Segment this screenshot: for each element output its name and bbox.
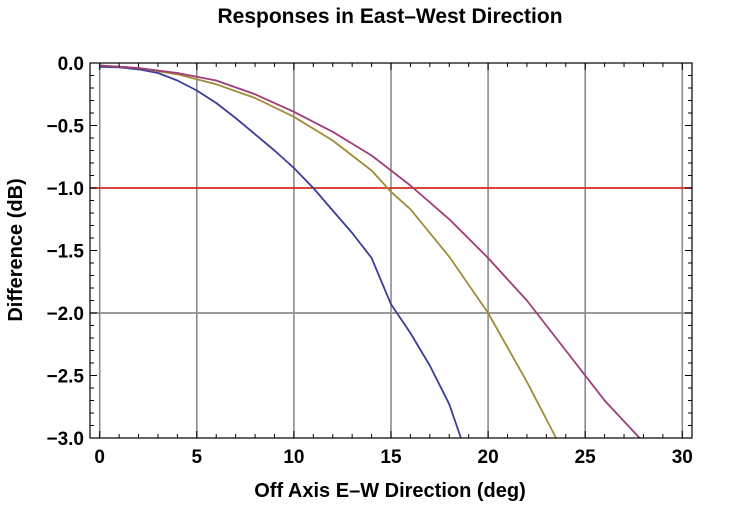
x-tick-label: 20 — [478, 447, 499, 468]
y-tick-label: −0.5 — [46, 117, 84, 138]
y-tick-label: −2.0 — [46, 304, 84, 325]
series-line — [99, 64, 557, 439]
y-tick-label: −2.5 — [46, 367, 84, 388]
x-tick-label: 0 — [94, 447, 105, 468]
axis-ticks — [90, 62, 692, 439]
x-tick-labels: 0 5 10 15 20 25 30 — [94, 447, 692, 468]
y-tick-label: −1.5 — [46, 242, 84, 263]
x-axis-label: Off Axis E–W Direction (deg) — [254, 480, 526, 502]
grid — [98, 63, 684, 438]
y-tick-label: 0.0 — [58, 54, 84, 75]
x-tick-label: 10 — [283, 447, 304, 468]
y-tick-label: −3.0 — [46, 429, 84, 450]
chart-title: Responses in East–West Direction — [217, 5, 562, 28]
reference-lines — [90, 187, 692, 314]
x-tick-label: 5 — [192, 447, 203, 468]
series-line — [99, 65, 462, 439]
series-line — [99, 64, 641, 439]
x-tick-label: 15 — [380, 447, 402, 468]
y-tick-labels: 0.0 −0.5 −1.0 −1.5 −2.0 −2.5 −3.0 — [46, 54, 84, 450]
y-tick-label: −1.0 — [46, 179, 84, 200]
y-axis-label: Difference (dB) — [5, 178, 27, 321]
x-tick-label: 25 — [575, 447, 597, 468]
series-group — [99, 64, 641, 439]
x-tick-label: 30 — [672, 447, 693, 468]
